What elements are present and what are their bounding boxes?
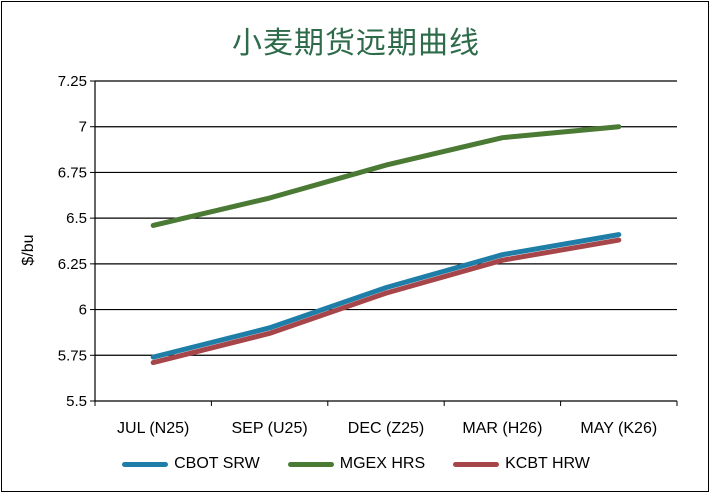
legend-item: MGEX HRS (287, 455, 426, 473)
y-tick-label: 6 (79, 302, 87, 319)
y-tick-label: 6.25 (58, 256, 87, 273)
y-tick-label: 7.25 (58, 73, 87, 90)
x-tick-label: MAY (K26) (580, 420, 657, 437)
x-tick-label: SEP (U25) (232, 420, 308, 437)
x-tick-label: MAR (H26) (462, 420, 542, 437)
y-tick-label: 6.5 (66, 210, 87, 227)
y-tick-label: 6.75 (58, 164, 87, 181)
legend: CBOT SRW MGEX HRS KCBT HRW (0, 452, 712, 476)
x-tick-label: JUL (N25) (117, 420, 189, 437)
series-lines (150, 124, 622, 366)
y-tick-label: 5.5 (66, 393, 87, 410)
legend-item: CBOT SRW (122, 455, 260, 473)
legend-label: KCBT HRW (505, 455, 590, 472)
series-line-mgex-hrs (150, 124, 622, 228)
axes (90, 80, 678, 406)
gridlines (95, 80, 677, 356)
tick-labels: 5.5 5.75 6 6.25 6.5 6.75 7 7.25 JUL (N25) SEP (U2… (58, 73, 657, 437)
legend-label: MGEX HRS (339, 455, 426, 472)
chart-title: 小麦期货远期曲线 (232, 26, 480, 61)
legend-item: KCBT HRW (453, 455, 590, 473)
legend-swatch (453, 461, 500, 467)
y-tick-label: 7 (79, 119, 87, 136)
legend-swatch (287, 461, 334, 467)
series-line-cbot-srw (150, 232, 622, 360)
y-tick-label: 5.75 (58, 347, 87, 364)
legend-label: CBOT SRW (174, 455, 260, 472)
legend-swatch (122, 461, 169, 467)
series-line-kcbt-hrw (150, 237, 622, 366)
x-tick-label: DEC (Z25) (348, 420, 424, 437)
